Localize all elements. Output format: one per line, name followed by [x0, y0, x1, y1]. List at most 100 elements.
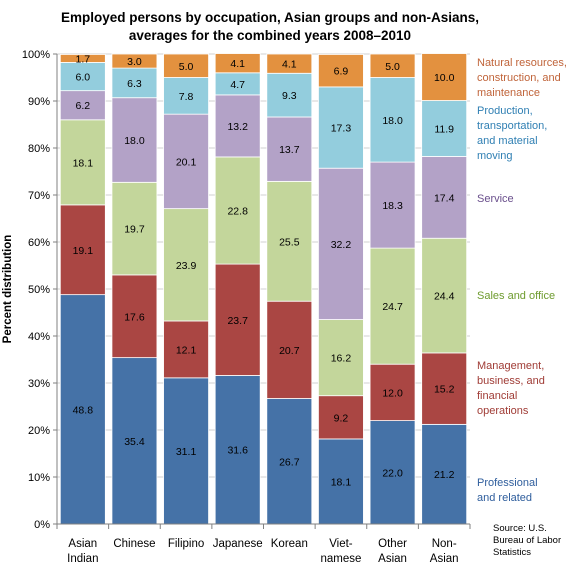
- data-label: 22.0: [382, 467, 403, 479]
- legend-entry-line: Natural resources,: [477, 57, 567, 69]
- category-label: Korean: [271, 538, 308, 550]
- y-tick-label: 100%: [22, 49, 50, 61]
- legend-entry-line: operations: [477, 405, 529, 417]
- bar-segment: [111, 53, 158, 69]
- bar-segment: [421, 423, 468, 525]
- bar-segment: [59, 204, 106, 296]
- bar-segment: [369, 420, 416, 525]
- bar-segment: [369, 363, 416, 422]
- bar-segment: [59, 62, 106, 92]
- chart-title-line: Employed persons by occupation, Asian gr…: [61, 10, 479, 25]
- bar-stack: 18.1 9.2 16.2 32.2 17.3 6.9: [318, 54, 364, 525]
- category-label: Viet-: [329, 538, 353, 550]
- source-line: Source: U.S.: [493, 523, 547, 534]
- bar-segment: [59, 90, 106, 121]
- data-label: 4.1: [282, 59, 297, 71]
- legend-entry-line: maintenance: [477, 87, 540, 99]
- y-tick-label: 20%: [28, 425, 50, 437]
- data-label: 31.1: [176, 446, 197, 458]
- data-label: 23.7: [227, 315, 248, 327]
- y-axis-ticks: 0% 10% 20% 30% 40% 50% 60% 70% 80% 90% 100%: [22, 49, 57, 531]
- x-axis-categories: Asian Indian Chinese Filipino Japanese Korean…: [67, 538, 458, 565]
- category-label: namese: [320, 553, 361, 565]
- bar-segment: [163, 77, 209, 115]
- data-label: 13.7: [279, 144, 300, 156]
- data-label: 19.1: [73, 245, 94, 257]
- source-line: Statistics: [493, 547, 531, 558]
- bar-stacks: 48.8 19.1 18.1 6.2 6.0 1.7 35.4 17.6 19.7 18.0 6.3…: [59, 53, 468, 525]
- chart-title-line: averages for the combined years 2008–201…: [129, 28, 411, 43]
- data-label: 20.1: [176, 156, 197, 168]
- data-label: 15.2: [434, 384, 455, 396]
- bar-segment: [214, 263, 261, 376]
- data-label: 32.2: [331, 239, 352, 251]
- bar-segment: [369, 161, 416, 249]
- chart-title: Employed persons by occupation, Asian gr…: [61, 10, 479, 43]
- data-label: 17.3: [331, 123, 352, 135]
- category-label: Filipino: [168, 538, 204, 550]
- bar-stack: 31.1 12.1 23.9 20.1 7.8 5.0: [163, 53, 209, 525]
- data-label: 18.1: [73, 157, 94, 169]
- data-label: 10.0: [434, 72, 455, 84]
- legend-entry-line: transportation,: [477, 120, 547, 132]
- bar-segment: [266, 53, 313, 74]
- legend-entry-line: Professional: [477, 477, 538, 489]
- bar-segment: [318, 86, 364, 169]
- bar-segment: [318, 54, 364, 88]
- legend-entry-line: construction, and: [477, 72, 561, 84]
- data-label: 22.8: [227, 206, 248, 218]
- data-label: 5.0: [385, 61, 400, 73]
- y-tick-label: 50%: [28, 284, 50, 296]
- data-label: 18.0: [124, 135, 145, 147]
- data-label: 16.2: [331, 353, 352, 365]
- bar-segment: [163, 320, 209, 379]
- category-label: Japanese: [213, 538, 263, 550]
- data-label: 13.2: [227, 121, 248, 133]
- bar-stack: 21.2 15.2 24.4 17.4 11.9 10.0: [421, 53, 468, 525]
- bar-segment: [111, 181, 158, 276]
- legend-entry-line: and related: [477, 492, 532, 504]
- bar-segment: [421, 53, 468, 101]
- bar-segment: [111, 274, 158, 359]
- category-label: Asian: [430, 553, 459, 565]
- data-label: 4.7: [230, 79, 245, 91]
- category-label: Asian: [68, 538, 97, 550]
- data-label: 4.1: [230, 58, 245, 70]
- category-label: Indian: [67, 553, 98, 565]
- bar-segment: [111, 67, 158, 99]
- data-label: 25.5: [279, 236, 300, 248]
- bar-segment: [111, 357, 158, 525]
- bar-segment: [421, 237, 468, 354]
- bar-stack: 35.4 17.6 19.7 18.0 6.3 3.0: [111, 53, 158, 525]
- bar-segment: [369, 247, 416, 365]
- category-label: Asian: [378, 553, 407, 565]
- legend-entry-line: and material: [477, 135, 538, 147]
- bar-segment: [111, 97, 158, 183]
- data-label: 18.3: [382, 200, 403, 212]
- data-label: 20.7: [279, 345, 300, 357]
- data-label: 6.3: [127, 78, 142, 90]
- data-label: 12.0: [382, 387, 403, 399]
- legend-entry-line: Production,: [477, 105, 533, 117]
- source-line: Bureau of Labor: [493, 535, 561, 546]
- legend-entry-line: Service: [477, 193, 514, 205]
- bar-segment: [266, 300, 313, 399]
- y-axis-label: Percent distribution: [2, 235, 14, 344]
- data-label: 3.0: [127, 56, 142, 68]
- data-label: 1.7: [76, 53, 91, 65]
- data-label: 23.9: [176, 260, 197, 272]
- data-label: 18.1: [331, 476, 352, 488]
- bar-segment: [369, 53, 416, 78]
- data-label: 48.8: [73, 404, 94, 416]
- data-label: 19.7: [124, 224, 145, 236]
- bar-segment: [163, 377, 209, 525]
- y-tick-label: 60%: [28, 237, 50, 249]
- bar-segment: [163, 53, 209, 78]
- bar-stack: 31.6 23.7 22.8 13.2 4.7 4.1: [214, 53, 261, 525]
- bar-segment: [318, 319, 364, 397]
- bar-stack: 22.0 12.0 24.7 18.3 18.0 5.0: [369, 53, 416, 525]
- y-tick-label: 90%: [28, 96, 50, 108]
- legend-entry-line: Management,: [477, 360, 544, 372]
- y-tick-label: 70%: [28, 190, 50, 202]
